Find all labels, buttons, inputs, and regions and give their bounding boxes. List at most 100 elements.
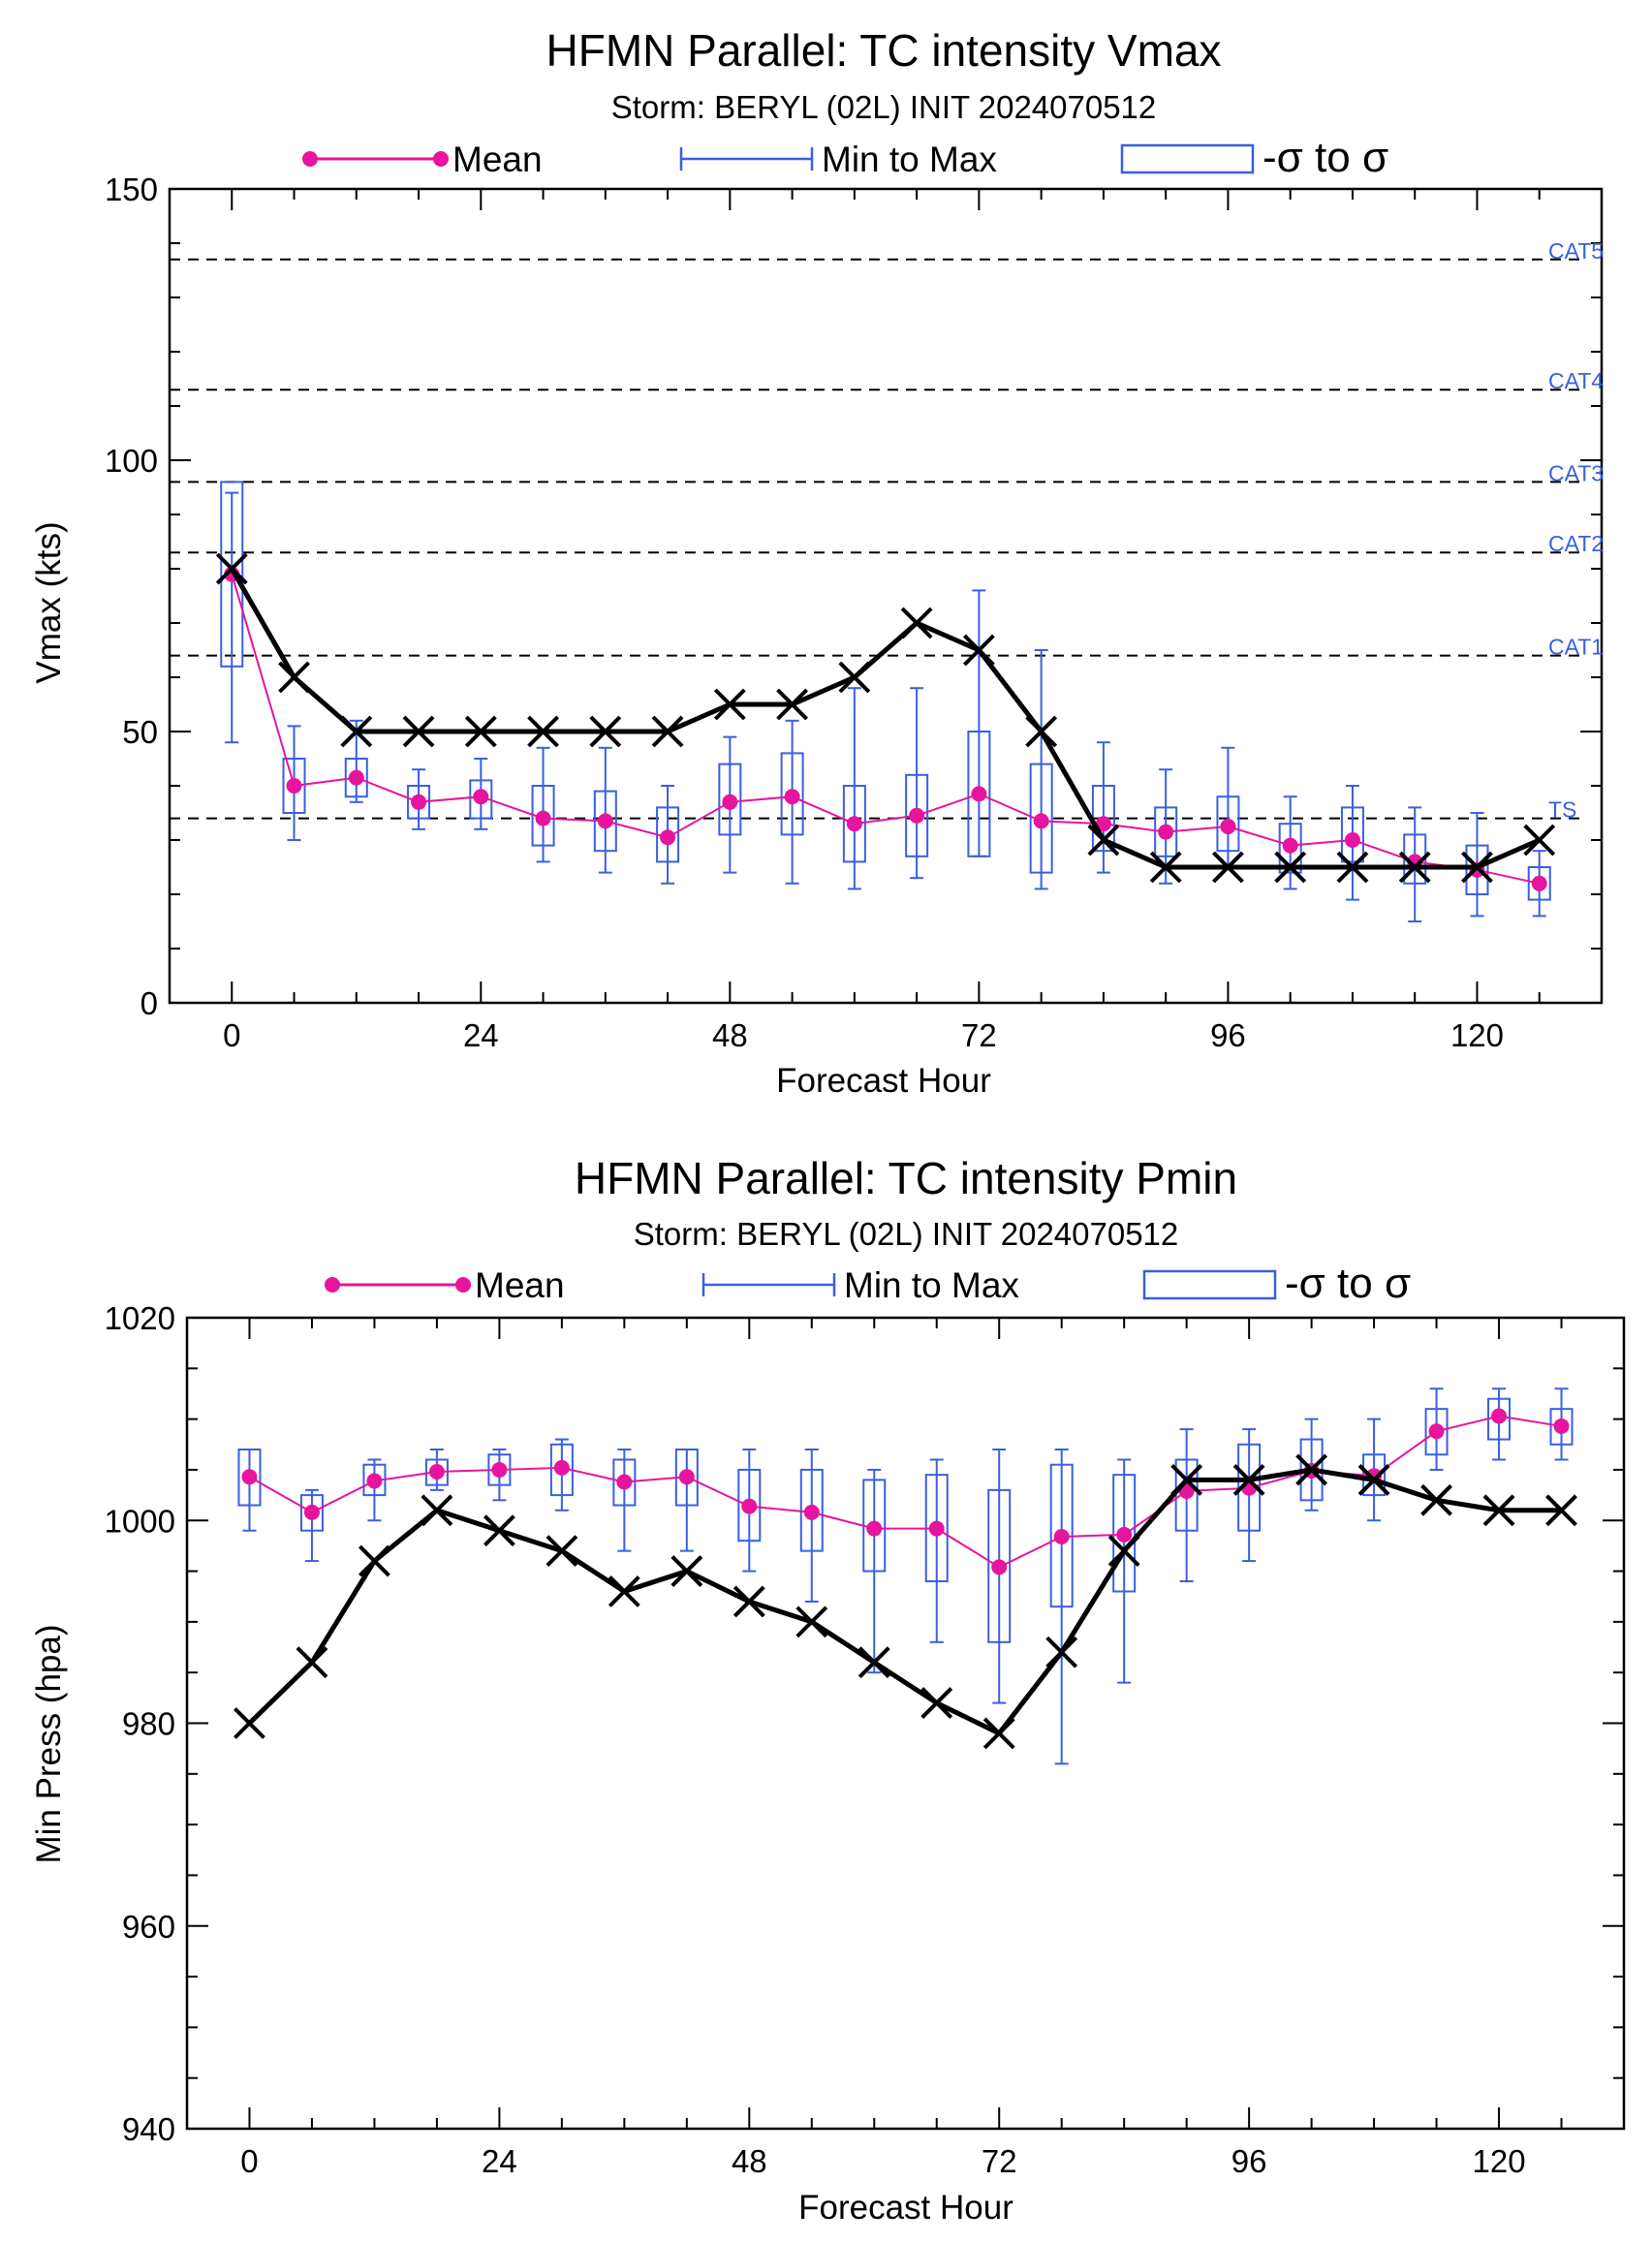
pmin-observed-marker — [545, 1535, 578, 1568]
pmin-plot-frame — [185, 1316, 1626, 2131]
pmin-observed-marker — [358, 1544, 390, 1577]
pmin-observed-marker — [732, 1585, 765, 1618]
pmin-observed-marker-stroke-b — [670, 1555, 703, 1587]
vmax-sigma-box — [905, 773, 929, 857]
vmax-observed-line — [230, 567, 1541, 870]
vmax-observed-marker-stroke-b — [215, 552, 248, 585]
pmin-x-tick-label: 0 — [240, 2143, 258, 2179]
threshold-label-cat1: CAT1 — [1548, 635, 1604, 660]
vmax-sigma-box — [967, 731, 991, 857]
pmin-observed-marker — [857, 1646, 890, 1679]
vmax-sigma-box — [1465, 844, 1489, 895]
vmax-observed-marker-stroke-b — [651, 715, 684, 748]
pmin-y-tick-label: 940 — [122, 2111, 175, 2147]
vmax-x-tick-label: 72 — [961, 1017, 997, 1053]
vmax-observed-marker — [776, 688, 809, 721]
vmax-observed-marker-stroke-b — [464, 715, 497, 748]
pmin-mean-point — [553, 1459, 570, 1476]
vmax-sigma-box — [1278, 823, 1302, 874]
pmin-observed-marker-stroke-b — [296, 1646, 328, 1679]
vmax-observed-marker — [1025, 715, 1058, 748]
legend-mean-dot-right — [455, 1277, 471, 1293]
pmin-observed-marker-stroke-b — [732, 1585, 765, 1618]
pmin-mean-point — [1116, 1526, 1133, 1543]
pmin-observed-marker — [1482, 1494, 1515, 1527]
pmin-observed-marker-stroke-b — [920, 1687, 953, 1719]
vmax-y-tick-label: 150 — [105, 171, 158, 207]
pmin-sigma-box — [237, 1449, 262, 1507]
vmax-y-tick-label: 100 — [105, 443, 158, 479]
pmin-chart-title: HFMN Parallel: TC intensity Pmin — [575, 1153, 1237, 1203]
vmax-mean-point — [1344, 832, 1360, 848]
vmax-observed-marker — [215, 552, 248, 585]
legend-mean-label: Mean — [452, 140, 543, 179]
pmin-observed-marker-stroke-b — [1545, 1494, 1577, 1527]
vmax-x-tick-label: 0 — [223, 1017, 240, 1053]
legend-mean-dot-right — [433, 151, 449, 167]
pmin-mean-point — [366, 1473, 383, 1489]
pmin-observed-marker — [1357, 1463, 1390, 1496]
pmin-x-tick-label: 24 — [482, 2143, 517, 2179]
vmax-observed-marker — [713, 688, 746, 721]
pmin-sigma-box — [1237, 1443, 1262, 1532]
vmax-observed-marker-stroke-b — [340, 715, 373, 748]
vmax-sigma-box — [780, 752, 804, 836]
pmin-observed-marker-stroke-b — [1107, 1535, 1140, 1568]
pmin-observed-marker-stroke-b — [857, 1646, 890, 1679]
vmax-mean-point — [846, 816, 862, 832]
vmax-x-tick-label: 120 — [1450, 1017, 1504, 1053]
vmax-sigma-box — [842, 785, 866, 863]
pmin-observed-marker — [1045, 1636, 1078, 1668]
pmin-observed-marker-stroke-b — [1045, 1636, 1078, 1668]
pmin-mean-point — [303, 1504, 320, 1520]
vmax-y-tick-label: 50 — [122, 714, 158, 750]
pmin-observed-marker — [1295, 1453, 1328, 1486]
vmax-observed-marker — [651, 715, 684, 748]
vmax-mean-line — [231, 574, 1540, 885]
pmin-observed-line — [247, 1467, 1562, 1736]
legend-mean-dot-left — [325, 1277, 340, 1293]
pmin-observed-marker — [296, 1646, 328, 1679]
vmax-chart: HFMN Parallel: TC intensity Vmax Storm: … — [30, 25, 1604, 1100]
pmin-observed-marker — [421, 1494, 453, 1527]
vmax-observed-marker-stroke-b — [900, 607, 933, 639]
pmin-observed-marker — [670, 1555, 703, 1587]
pmin-sigma-box — [299, 1494, 324, 1532]
vmax-observed-marker-stroke-b — [278, 661, 310, 694]
pmin-observed-marker — [483, 1514, 515, 1547]
vmax-sigma-box — [718, 763, 742, 836]
vmax-observed-marker-stroke-b — [838, 661, 871, 694]
legend-mean-label: Mean — [475, 1265, 565, 1305]
pmin-y-tick-label: 960 — [122, 1909, 175, 1945]
vmax-observed-marker-stroke-b — [1212, 851, 1244, 884]
pmin-mean-point — [616, 1474, 633, 1490]
pmin-observed-marker-stroke-b — [1170, 1463, 1203, 1496]
vmax-mean-point — [597, 813, 613, 829]
pmin-y-axis-label: Min Press (hpa) — [30, 1624, 68, 1863]
vmax-mean-point — [1220, 819, 1236, 834]
threshold-label-cat4: CAT4 — [1548, 368, 1604, 393]
vmax-observed-marker — [1087, 824, 1120, 857]
legend-sigma-box — [1120, 143, 1255, 174]
pmin-sigma-box — [799, 1468, 824, 1552]
pmin-observed-marker — [1107, 1535, 1140, 1568]
vmax-observed-marker-stroke-b — [776, 688, 809, 721]
vmax-mean-point — [286, 778, 302, 794]
vmax-sigma-box — [1029, 763, 1053, 874]
pmin-observed-marker — [608, 1575, 640, 1607]
vmax-x-axis-label: Forecast Hour — [776, 1062, 991, 1100]
threshold-label-cat2: CAT2 — [1548, 531, 1604, 556]
vmax-observed-marker-stroke-b — [1025, 715, 1058, 748]
vmax-observed-marker-stroke-b — [1149, 851, 1182, 884]
vmax-observed-marker — [1398, 851, 1431, 884]
pmin-observed-marker-stroke-b — [795, 1605, 828, 1638]
vmax-sigma-box — [1340, 806, 1364, 863]
pmin-sigma-box — [987, 1488, 1012, 1643]
pmin-observed-marker-stroke-b — [483, 1514, 515, 1547]
vmax-y-tick-label: 0 — [140, 985, 158, 1021]
vmax-mean-point — [909, 807, 925, 824]
vmax-mean-point — [1282, 837, 1298, 854]
vmax-observed-marker — [340, 715, 373, 748]
vmax-observed-marker-stroke-b — [1523, 824, 1556, 857]
pmin-sigma-box — [737, 1468, 762, 1543]
